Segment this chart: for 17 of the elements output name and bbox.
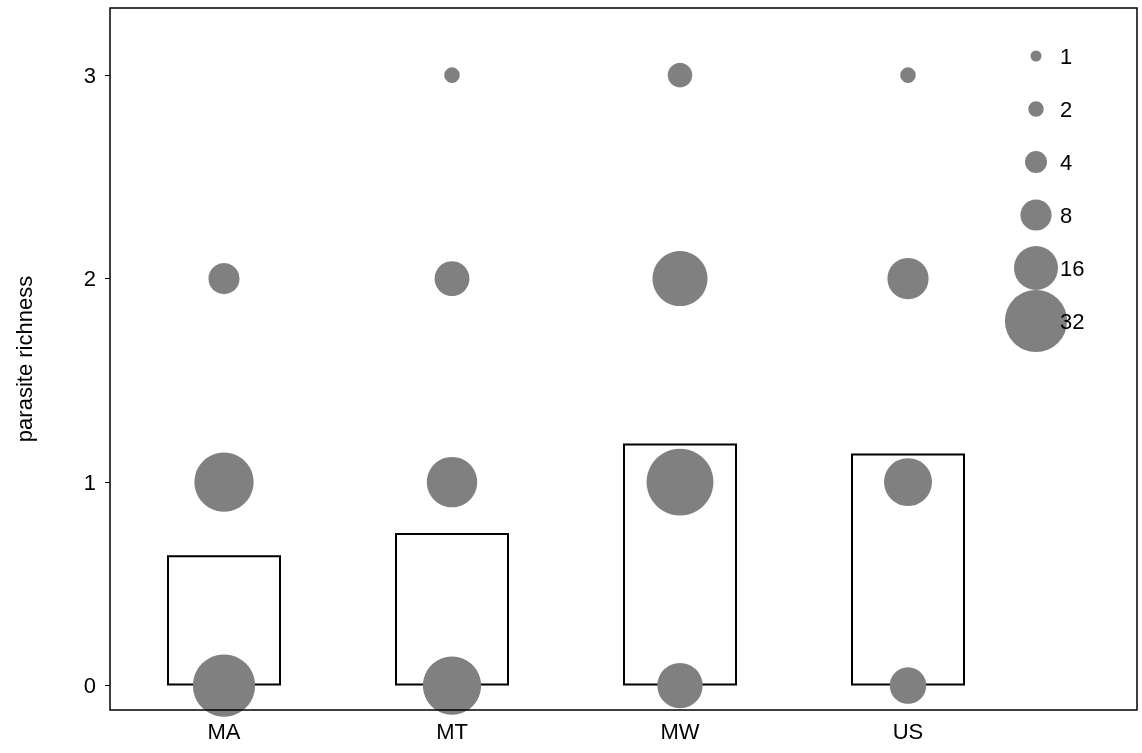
bar	[851, 453, 965, 686]
y-axis-title: parasite richness	[11, 275, 37, 443]
legend-label: 4	[1060, 150, 1073, 175]
y-tick-label: 1	[83, 469, 96, 495]
size-legend: 1 2 4 8 16 32	[1004, 44, 1085, 353]
legend-label: 16	[1060, 256, 1085, 281]
y-tick-label: 0	[83, 673, 96, 699]
legend-label: 32	[1060, 309, 1085, 334]
y-tick-label: 3	[83, 62, 96, 88]
x-tick-label: MA	[207, 718, 241, 744]
legend-label: 2	[1060, 97, 1073, 122]
x-tick-label: US	[892, 718, 924, 744]
y-tick-label: 2	[83, 266, 96, 292]
x-tick-label: MT	[436, 718, 468, 744]
legend-label: 8	[1060, 203, 1073, 228]
legend-label: 1	[1060, 44, 1073, 69]
x-tick-label: MW	[660, 718, 700, 744]
